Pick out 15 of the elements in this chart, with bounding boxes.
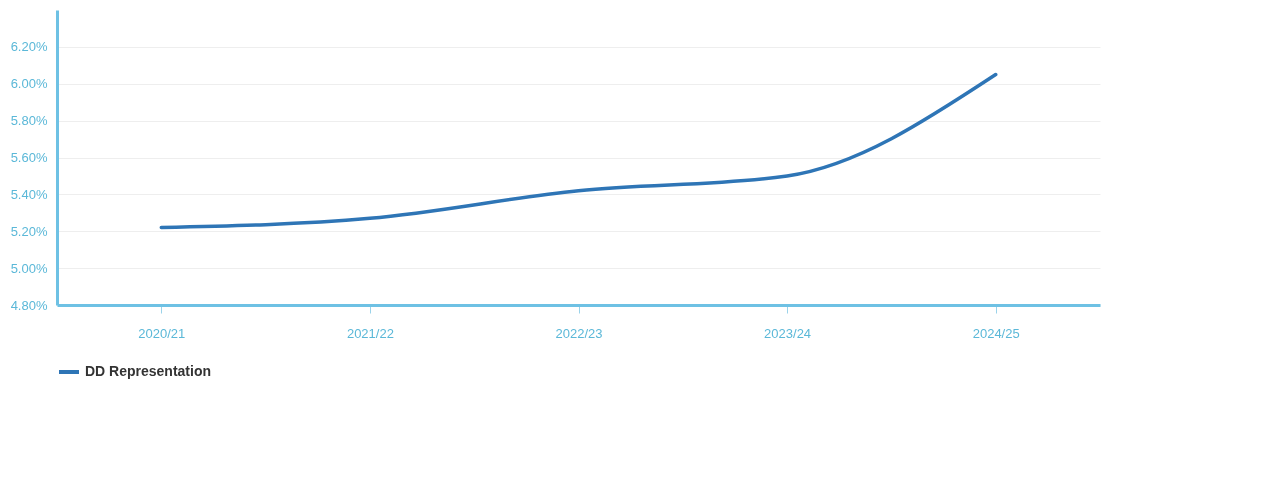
y-tick-label: 6.00%: [10, 76, 48, 92]
y-tick-label: 6.20%: [10, 39, 48, 55]
y-tick-label: 5.60%: [10, 150, 48, 165]
x-tick-label: 2024/25: [972, 325, 1020, 341]
x-tick-label: 2022/23: [555, 325, 603, 341]
x-tick-label: 2021/22: [346, 325, 394, 341]
line-series: [159, 72, 998, 230]
y-tick-label: 5.40%: [10, 186, 48, 202]
y-tick-label: 5.20%: [10, 223, 48, 239]
x-tick-label: 2020/21: [138, 325, 186, 341]
y-tick-label: 5.00%: [10, 260, 48, 276]
y-tick-label: 4.80%: [10, 297, 48, 313]
x-tick-label: 2023/24: [764, 325, 812, 341]
y-tick-label: 5.80%: [10, 113, 48, 129]
legend-label: DD Representation: [85, 363, 212, 379]
